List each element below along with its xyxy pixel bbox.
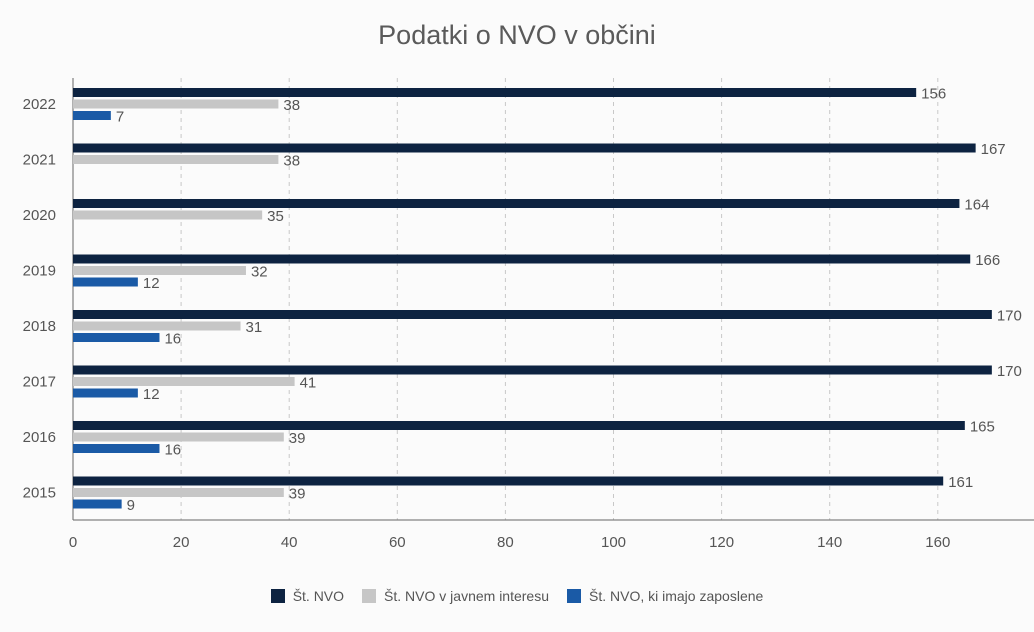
bar (73, 254, 971, 264)
bar (73, 444, 160, 453)
legend-swatch (362, 589, 377, 603)
bar (73, 421, 965, 430)
legend-label: Št. NVO, ki imajo zaposlene (589, 588, 764, 604)
x-tick-label: 80 (497, 534, 514, 551)
legend-label: Št. NVO (292, 588, 345, 604)
data-label: 165 (970, 419, 995, 436)
data-label: 38 (283, 153, 300, 170)
x-tick-label: 60 (389, 534, 406, 551)
data-label: 161 (948, 474, 973, 491)
y-tick-label: 2018 (23, 318, 56, 335)
bar (73, 432, 284, 442)
x-tick-label: 40 (281, 534, 298, 551)
bar (73, 365, 992, 375)
data-label: 31 (246, 319, 263, 336)
bar (73, 199, 960, 208)
chart-legend: Št. NVO Št. NVO v javnem interesu Št. NVO,… (0, 588, 1034, 604)
y-tick-label: 2017 (23, 374, 56, 391)
bar (73, 476, 944, 486)
x-tick-label: 160 (925, 534, 950, 551)
legend-item: Št. NVO (270, 588, 345, 604)
data-label: 166 (975, 252, 1000, 269)
data-label: 164 (964, 197, 989, 214)
y-tick-label: 2022 (23, 96, 56, 113)
bar (73, 210, 263, 220)
data-label: 16 (164, 331, 181, 348)
data-label: 38 (283, 97, 300, 114)
data-label: 41 (300, 375, 317, 392)
data-label: 39 (289, 430, 306, 447)
y-tick-label: 2019 (23, 263, 56, 280)
y-tick-label: 2020 (23, 207, 56, 224)
x-tick-label: 140 (817, 534, 842, 551)
data-label: 167 (981, 141, 1006, 158)
legend-item: Št. NVO, ki imajo zaposlene (567, 588, 763, 604)
bar (73, 111, 111, 120)
x-tick-label: 100 (601, 534, 626, 551)
bar (73, 488, 284, 497)
data-label: 7 (116, 109, 124, 126)
bar (73, 377, 295, 386)
y-tick-label: 2021 (23, 152, 56, 169)
chart-title: Podatki o NVO v občini (378, 20, 656, 50)
bar (73, 143, 976, 153)
y-tick-label: 2015 (23, 485, 56, 502)
data-label: 39 (289, 486, 306, 503)
data-label: 170 (997, 363, 1022, 380)
data-label: 35 (267, 208, 284, 225)
x-tick-label: 20 (173, 534, 190, 551)
legend-item: Št. NVO v javnem interesu (362, 588, 549, 604)
y-tick-label: 2016 (23, 429, 56, 446)
bar (73, 333, 160, 342)
bar (73, 499, 122, 509)
x-tick-label: 120 (709, 534, 734, 551)
x-tick-label: 0 (69, 534, 77, 551)
data-label: 32 (251, 264, 268, 281)
bar (73, 88, 917, 97)
bar (73, 388, 138, 398)
data-label: 9 (127, 497, 135, 514)
bar (73, 277, 138, 287)
legend-swatch (270, 589, 285, 603)
data-label: 12 (143, 386, 160, 403)
legend-swatch (567, 589, 581, 603)
data-label: 16 (164, 442, 181, 459)
bar (73, 155, 279, 164)
bar (73, 99, 279, 109)
data-label: 12 (143, 275, 160, 292)
data-label: 170 (997, 308, 1022, 325)
bar (73, 266, 246, 275)
data-label: 156 (921, 86, 946, 103)
legend-label: Št. NVO v javnem interesu (384, 588, 549, 604)
bar (73, 310, 992, 319)
bar (73, 321, 241, 331)
